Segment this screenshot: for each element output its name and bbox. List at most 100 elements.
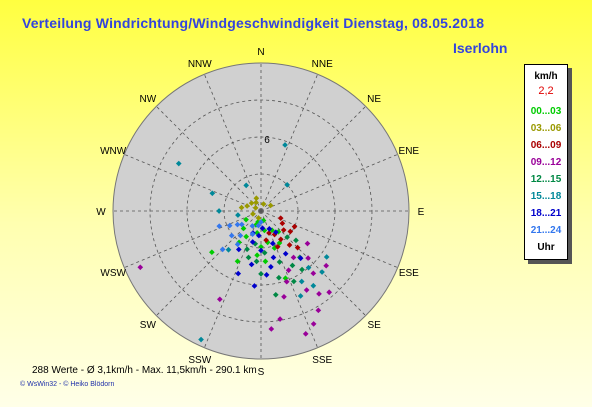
direction-label: S bbox=[258, 367, 265, 378]
data-point bbox=[316, 291, 322, 297]
data-point bbox=[228, 232, 235, 239]
data-point bbox=[255, 222, 262, 229]
data-point bbox=[245, 254, 252, 261]
data-point bbox=[235, 212, 241, 218]
data-point bbox=[243, 216, 249, 223]
data-point bbox=[256, 232, 262, 239]
data-point bbox=[298, 278, 305, 285]
data-point bbox=[249, 223, 256, 229]
data-point bbox=[248, 200, 255, 206]
data-point bbox=[267, 202, 274, 209]
data-point bbox=[243, 233, 250, 240]
data-point bbox=[291, 278, 297, 285]
legend-item: 21...24 bbox=[530, 225, 562, 236]
grid-spoke bbox=[124, 153, 262, 212]
grid-spoke bbox=[260, 210, 398, 269]
data-point bbox=[326, 289, 333, 296]
data-point bbox=[277, 316, 283, 322]
data-point bbox=[263, 237, 269, 243]
legend-item: 18...21 bbox=[530, 208, 562, 219]
data-point bbox=[276, 259, 283, 265]
data-point bbox=[260, 201, 267, 207]
data-point bbox=[262, 258, 269, 265]
data-point bbox=[234, 241, 241, 248]
direction-label: NNW bbox=[188, 59, 212, 70]
data-point bbox=[286, 242, 293, 248]
data-point bbox=[238, 221, 245, 228]
data-point bbox=[276, 274, 282, 281]
data-point bbox=[272, 291, 279, 298]
data-point bbox=[244, 246, 250, 253]
data-point bbox=[137, 264, 144, 271]
copyright: © WsWin32 - © Heiko Blödorn bbox=[20, 381, 115, 388]
data-point bbox=[268, 264, 274, 270]
data-point bbox=[310, 282, 317, 289]
data-point bbox=[279, 220, 286, 227]
data-point bbox=[198, 336, 204, 343]
grid-spoke bbox=[124, 210, 262, 269]
data-point bbox=[305, 255, 311, 261]
data-point bbox=[305, 264, 312, 271]
data-point bbox=[282, 142, 288, 148]
data-point bbox=[323, 262, 330, 269]
data-point bbox=[302, 331, 309, 337]
data-point bbox=[263, 272, 270, 278]
data-point bbox=[297, 255, 304, 262]
data-point bbox=[258, 271, 264, 277]
direction-label: NE bbox=[367, 94, 381, 105]
data-point bbox=[289, 262, 296, 269]
data-point bbox=[255, 215, 262, 221]
data-point bbox=[252, 205, 259, 211]
legend-item: 00...03 bbox=[530, 106, 562, 117]
data-point bbox=[209, 190, 216, 197]
data-point bbox=[280, 227, 287, 233]
legend-item: 15...18 bbox=[530, 191, 562, 202]
data-point bbox=[310, 270, 317, 277]
direction-label: E bbox=[418, 207, 425, 218]
data-point bbox=[258, 219, 264, 225]
direction-label: ENE bbox=[399, 146, 420, 157]
data-point bbox=[299, 266, 305, 273]
direction-label: N bbox=[257, 47, 264, 58]
data-point bbox=[253, 195, 260, 202]
data-point bbox=[274, 243, 281, 250]
data-point bbox=[310, 321, 317, 327]
data-point bbox=[251, 283, 258, 289]
grid-spoke bbox=[203, 74, 262, 212]
data-point bbox=[297, 293, 304, 299]
data-point bbox=[304, 240, 311, 247]
grid-spoke bbox=[260, 74, 319, 212]
data-point bbox=[293, 237, 299, 244]
data-point bbox=[226, 222, 233, 229]
data-point bbox=[273, 229, 279, 236]
legend-rows: 00...03 03...06 06...09 09...12 12...15 15...… bbox=[525, 105, 567, 238]
data-point bbox=[258, 243, 264, 250]
grid-spoke bbox=[260, 210, 366, 316]
data-point bbox=[287, 228, 294, 235]
data-point bbox=[248, 261, 255, 268]
data-point bbox=[284, 234, 290, 240]
direction-label: SSE bbox=[312, 355, 332, 366]
data-point bbox=[209, 249, 215, 256]
data-point bbox=[282, 250, 289, 257]
direction-label: SE bbox=[367, 320, 381, 331]
legend-item: 12...15 bbox=[530, 174, 562, 185]
legend-unit: km/h bbox=[534, 71, 558, 82]
grid-spoke bbox=[156, 106, 262, 212]
data-point bbox=[234, 258, 241, 265]
data-point bbox=[253, 258, 260, 265]
direction-label: SW bbox=[140, 320, 157, 331]
data-point bbox=[250, 211, 256, 217]
data-point bbox=[284, 182, 290, 188]
direction-label: SSW bbox=[188, 355, 211, 366]
data-point bbox=[283, 278, 290, 285]
data-point bbox=[249, 239, 256, 245]
data-point bbox=[277, 215, 284, 221]
data-point bbox=[240, 225, 247, 232]
data-point bbox=[216, 223, 223, 230]
data-point bbox=[277, 236, 284, 243]
data-point bbox=[294, 244, 301, 251]
location-label: Iserlohn bbox=[453, 40, 508, 56]
data-point bbox=[243, 182, 250, 189]
